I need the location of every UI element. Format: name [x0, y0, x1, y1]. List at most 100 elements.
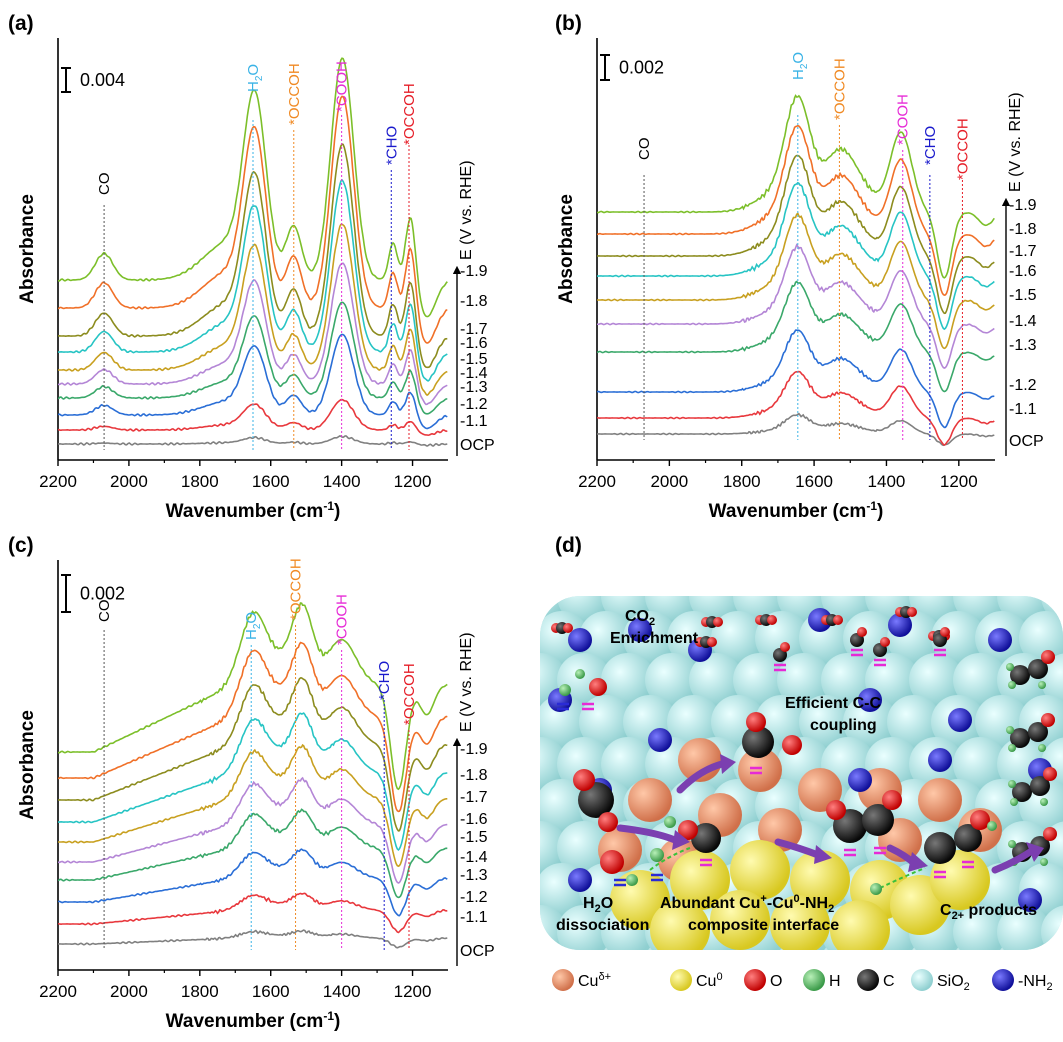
spectrum-c--1.6 — [58, 712, 448, 852]
bias-label--1.8: -1.8 — [460, 767, 488, 784]
x-tick-label-1200: 1200 — [940, 472, 978, 491]
sio2-atom — [711, 611, 765, 665]
sio2-atom — [997, 905, 1051, 950]
bias-label--1.2: -1.2 — [460, 396, 488, 413]
sio2-atom — [799, 695, 853, 749]
sio2-atom — [689, 653, 743, 707]
product-hydrogen — [1038, 681, 1046, 689]
cc-coupling-label: Efficient C-C — [785, 695, 881, 712]
nh2-atom — [848, 768, 872, 792]
h2o-oxygen — [600, 850, 624, 874]
panel-label-a: (a) — [8, 12, 34, 35]
x-tick-label-1600: 1600 — [795, 472, 833, 491]
nh2-atom — [648, 728, 672, 752]
legend-swatch-6 — [992, 969, 1014, 991]
scale-bar-label: 0.002 — [619, 58, 664, 78]
reaction-arrow-head — [814, 845, 832, 864]
cu0-atom — [730, 840, 790, 900]
bias-label--1.3: -1.3 — [1009, 337, 1037, 354]
sio2-atom — [557, 737, 611, 791]
product-carbon — [1010, 728, 1030, 748]
spectrum-a--1.5 — [58, 223, 448, 397]
peak-label-cho: *CHO — [922, 126, 939, 165]
bias-label--1.8: -1.8 — [460, 293, 488, 310]
sio2-atom — [997, 596, 1051, 623]
interface-label: Abundant Cu+-Cu0-NH2 — [660, 893, 834, 915]
scale-bar-label: 0.004 — [80, 70, 125, 90]
spectrum-a--1.9 — [58, 57, 448, 318]
x-tick-label-1200: 1200 — [394, 982, 432, 1001]
legend-swatch-0 — [552, 969, 574, 991]
x-axis-title: Wavenumber (cm-1) — [166, 499, 341, 522]
product-carbon — [1012, 782, 1032, 802]
interface-label-line2: composite interface — [688, 917, 839, 934]
legend-swatch-4 — [857, 969, 879, 991]
nh2-atom — [568, 868, 592, 892]
bias-label--1.6: -1.6 — [1009, 263, 1037, 280]
sio2-atom — [887, 695, 941, 749]
spectrum-c--1.2 — [58, 848, 448, 917]
product-hydrogen — [1008, 840, 1016, 848]
bias-label--1.6: -1.6 — [460, 811, 488, 828]
cu0-atom — [770, 895, 830, 950]
x-tick-label-2200: 2200 — [39, 472, 77, 491]
x-tick-label-1400: 1400 — [868, 472, 906, 491]
adsorbed-molecules — [551, 606, 1057, 895]
sio2-atom — [645, 653, 699, 707]
sio2-atom — [843, 695, 897, 749]
x-tick-label-1400: 1400 — [323, 982, 361, 1001]
bias-label--1.1: -1.1 — [460, 909, 488, 926]
bias-label--1.5: -1.5 — [460, 829, 488, 846]
bias-label--1.2: -1.2 — [1009, 377, 1037, 394]
bias-label--1.6: -1.6 — [460, 335, 488, 352]
product-carbon — [1028, 659, 1048, 679]
product-hydrogen — [1008, 681, 1016, 689]
spectrum-b--1.3 — [597, 280, 995, 393]
spectrum-b--1.6 — [597, 181, 995, 331]
nh2-atom — [888, 613, 912, 637]
cu-delta-atom — [798, 768, 842, 812]
chart-panel-c: 2200 2000 1800 1600 1400 1200 Wavenumber (cm-1… — [17, 558, 495, 1032]
sio2-atom — [953, 905, 1007, 950]
bias-label--1.9: -1.9 — [460, 263, 488, 280]
sio2-atom — [540, 611, 589, 665]
spectra-group — [58, 602, 448, 949]
schematic-panel-d: CO2 Enrichment Efficient C-C coupling H2… — [540, 596, 1063, 950]
legend-label-5: SiO2 — [937, 973, 970, 993]
spectrum-b-OCP — [597, 412, 995, 447]
peak-label-occoh2: *OCCOH — [401, 83, 418, 145]
chart-panel-a: 2200 2000 1800 1600 1400 1200 Wavenumber (cm-1… — [17, 38, 495, 522]
bias-label--1.4: -1.4 — [1009, 313, 1037, 330]
sio2-atom — [540, 695, 589, 749]
co-carbon — [578, 782, 614, 818]
panel-label-c: (c) — [8, 534, 34, 557]
sio2-atom — [557, 596, 611, 623]
sio2-atom — [777, 653, 831, 707]
spectrum-c--1.8 — [58, 641, 448, 813]
peak-label-cho: *CHO — [383, 126, 400, 165]
hydrogen-atom — [870, 883, 882, 895]
h2o-dissociation-label-line2: dissociation — [556, 917, 649, 934]
nh2-atom — [948, 708, 972, 732]
product-oxygen — [1043, 767, 1057, 781]
bias-label--1.4: -1.4 — [460, 365, 488, 382]
spectrum-c--1.9 — [58, 602, 448, 791]
peak-label-h2o: H2O — [790, 52, 810, 80]
co-oxygen — [573, 769, 595, 791]
scale-bar-label: 0.002 — [80, 584, 125, 604]
peak-label-co: CO — [636, 138, 653, 161]
x-tick-label-1800: 1800 — [181, 982, 219, 1001]
nh2-atom — [808, 608, 832, 632]
nh2-atom — [858, 688, 882, 712]
sio2-atom — [579, 611, 633, 665]
hydrogen-atom — [575, 669, 585, 679]
adsorbate-oxygen — [940, 627, 950, 637]
cu-delta-atom — [628, 778, 672, 822]
cc-coupling-label-line2: coupling — [810, 717, 877, 734]
x-tick-label-1400: 1400 — [323, 472, 361, 491]
spectrum-a--1.2 — [58, 333, 448, 430]
spectrum-b--1.5 — [597, 212, 995, 350]
co2-oxygen — [713, 617, 723, 627]
spectrum-c--1.3 — [58, 808, 448, 899]
product-carbon — [1010, 665, 1030, 685]
